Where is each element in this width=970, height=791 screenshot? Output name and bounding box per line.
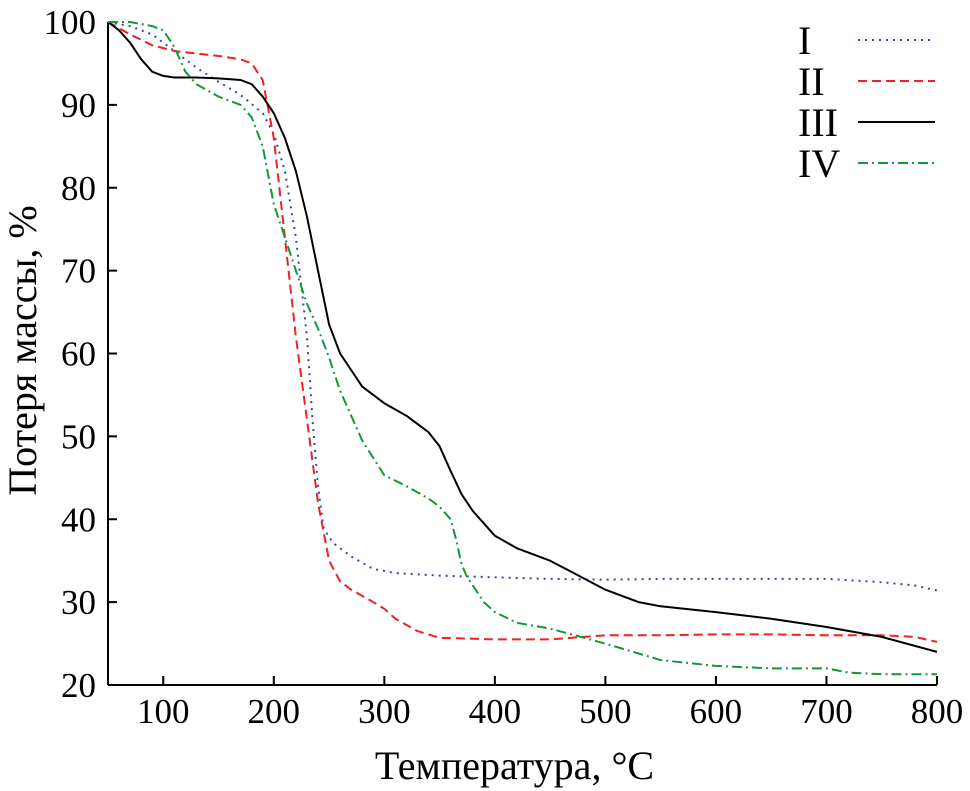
y-tick-label: 20: [61, 666, 96, 705]
y-ticks: 20 30 40 50 60 70 80 90 100: [44, 3, 117, 705]
y-tick-label: 80: [61, 169, 96, 208]
y-tick-label: 30: [61, 583, 96, 622]
legend-label-iii: III: [798, 100, 838, 145]
y-axis-title: Потеря массы, %: [0, 205, 45, 496]
x-axis-title: Температура, °C: [375, 743, 654, 788]
series-line-i: [107, 21, 938, 592]
x-tick-label: 400: [469, 692, 522, 731]
y-tick-label: 100: [44, 3, 97, 42]
x-tick-label: 700: [800, 692, 853, 731]
x-tick-label: 500: [579, 692, 632, 731]
y-tick-label: 60: [61, 335, 96, 374]
x-tick-label: 200: [248, 692, 301, 731]
series-line-ii: [107, 21, 938, 643]
y-tick-label: 90: [61, 86, 96, 125]
series-line-iii: [107, 21, 938, 653]
legend-label-iv: IV: [798, 141, 840, 186]
series-lines: [107, 21, 938, 676]
legend-label-i: I: [798, 18, 811, 63]
x-tick-label: 600: [690, 692, 743, 731]
series-line-iv: [108, 21, 937, 676]
y-tick-label: 70: [61, 252, 96, 291]
x-ticks: 100 200 300 400 500 600 700 800: [137, 676, 963, 731]
y-tick-label: 40: [61, 500, 96, 539]
x-tick-label: 300: [358, 692, 411, 731]
y-tick-label: 50: [61, 417, 96, 456]
legend-label-ii: II: [798, 59, 825, 104]
x-tick-label: 800: [911, 692, 964, 731]
x-tick-label: 100: [137, 692, 190, 731]
